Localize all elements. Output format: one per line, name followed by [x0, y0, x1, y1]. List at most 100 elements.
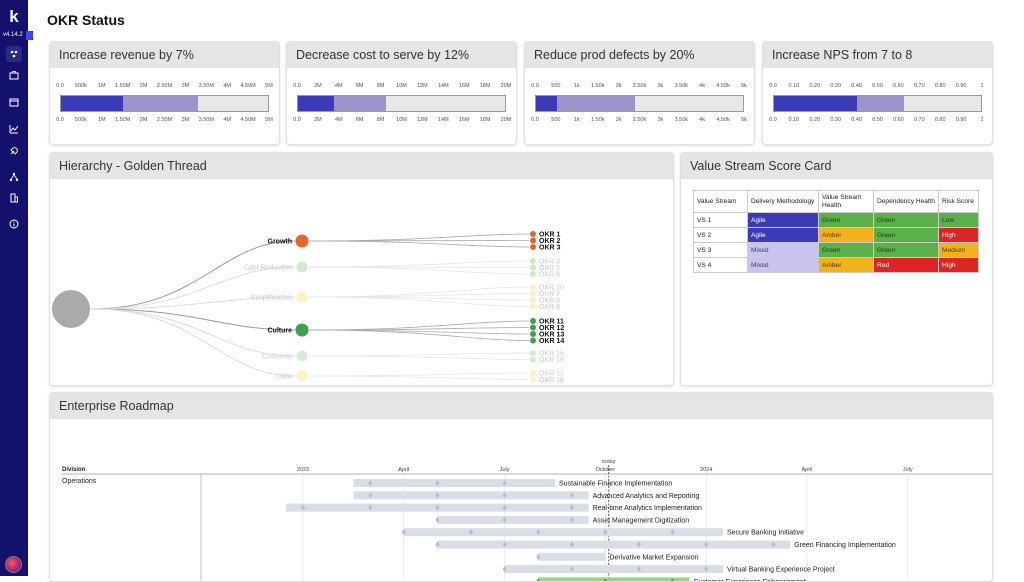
- branch-node[interactable]: [296, 291, 308, 303]
- okr-axis-tick: 2.50M: [156, 83, 173, 89]
- milestone-diamond[interactable]: [502, 504, 507, 511]
- user-avatar[interactable]: [5, 556, 22, 573]
- okr-node[interactable]: [530, 376, 536, 383]
- milestone-diamond[interactable]: [704, 566, 709, 573]
- root-node[interactable]: [52, 290, 90, 328]
- branch-node[interactable]: [296, 370, 308, 382]
- branch-node[interactable]: [295, 234, 309, 248]
- okr-node[interactable]: [530, 303, 536, 310]
- milestone-diamond[interactable]: [435, 516, 440, 523]
- building-icon[interactable]: [6, 190, 22, 206]
- okr-node-label: OKR 3: [539, 245, 561, 252]
- branch-node[interactable]: [296, 350, 308, 362]
- scorecard-title: Value Stream Score Card: [681, 153, 992, 179]
- okr-node[interactable]: [530, 290, 536, 297]
- okr-axis-tick: 8M: [376, 83, 385, 89]
- okr-node[interactable]: [530, 337, 536, 344]
- roadmap-bar[interactable]: [353, 491, 589, 500]
- okr-axis-tick: 16M: [458, 83, 470, 89]
- chart-icon[interactable]: [6, 121, 22, 137]
- milestone-diamond[interactable]: [569, 516, 574, 523]
- okr-axis-tick: 5M: [265, 83, 273, 89]
- cluster-icon[interactable]: [6, 46, 22, 62]
- milestone-diamond[interactable]: [502, 541, 507, 548]
- okr-node[interactable]: [530, 284, 536, 290]
- roadmap-bar[interactable]: [437, 515, 589, 524]
- okr-node[interactable]: [530, 324, 536, 331]
- roadmap-bar[interactable]: [504, 565, 723, 574]
- milestone-diamond[interactable]: [536, 529, 541, 536]
- time-label: 2024: [700, 467, 712, 473]
- okr-axis-tick: 1.50k: [590, 117, 605, 123]
- okr-node[interactable]: [530, 237, 536, 244]
- milestone-diamond[interactable]: [771, 541, 776, 548]
- milestone-diamond[interactable]: [637, 566, 641, 573]
- milestone-diamond[interactable]: [704, 541, 709, 548]
- rocket-icon[interactable]: [6, 143, 22, 159]
- okr-node[interactable]: [530, 264, 536, 271]
- milestone-diamond[interactable]: [569, 504, 574, 511]
- okr-node[interactable]: [530, 297, 536, 303]
- roadmap-bar[interactable]: [437, 540, 791, 549]
- okr-axis-tick: 0.0: [531, 83, 539, 89]
- roadmap-bar-label: Real-time Analytics Implementation: [593, 505, 702, 512]
- okr-node[interactable]: [530, 356, 536, 363]
- milestone-diamond[interactable]: [435, 504, 440, 511]
- milestone-diamond[interactable]: [401, 529, 406, 536]
- okr-node[interactable]: [530, 258, 536, 264]
- roadmap-bar[interactable]: [353, 479, 555, 487]
- roadmap-bar-label: Secure Banking Initiative: [727, 530, 804, 537]
- okr-axis-tick: 0.90: [955, 117, 967, 123]
- roadmap-bar[interactable]: [403, 528, 723, 537]
- milestone-diamond[interactable]: [435, 480, 440, 486]
- milestone-diamond[interactable]: [569, 492, 574, 499]
- milestone-diamond[interactable]: [435, 541, 440, 548]
- branch-node[interactable]: [296, 261, 308, 273]
- scorecard-row[interactable]: VS 3 Mixed Green Green Medium: [693, 242, 979, 258]
- okr-node[interactable]: [530, 331, 536, 337]
- scorecard-row[interactable]: VS 4 Mixed Amber Red High: [693, 257, 979, 273]
- okr-card[interactable]: Increase revenue by 7% 0.0 500k 1M 1.50M 2M 2.…: [49, 41, 280, 145]
- milestone-diamond[interactable]: [502, 516, 507, 523]
- okr-node[interactable]: [530, 318, 536, 324]
- info-icon[interactable]: [6, 216, 22, 232]
- calendar-icon[interactable]: [6, 94, 22, 110]
- okr-node[interactable]: [530, 370, 536, 376]
- roadmap-bar[interactable]: [538, 552, 606, 561]
- milestone-diamond[interactable]: [469, 529, 473, 536]
- milestone-diamond[interactable]: [603, 529, 608, 536]
- briefcase-icon[interactable]: [6, 67, 22, 83]
- milestone-diamond[interactable]: [637, 541, 641, 548]
- okr-progress-target: [123, 96, 198, 111]
- milestone-diamond[interactable]: [502, 566, 507, 573]
- okr-axis-tick: 1.50k: [590, 83, 605, 89]
- milestone-diamond[interactable]: [502, 492, 507, 499]
- milestone-diamond[interactable]: [670, 529, 675, 536]
- milestone-diamond[interactable]: [435, 492, 440, 499]
- hierarchy-icon[interactable]: [6, 169, 22, 185]
- okr-axis-tick: 0.30: [830, 117, 842, 123]
- scorecard-status-cell: Agile: [747, 227, 819, 243]
- milestone-diamond[interactable]: [569, 541, 574, 548]
- okr-card-title: Decrease cost to serve by 12%: [287, 42, 516, 68]
- okr-node[interactable]: [530, 350, 536, 356]
- okr-card[interactable]: Decrease cost to serve by 12% 0.0 2M 4M 6M 8M…: [286, 41, 517, 145]
- milestone-diamond[interactable]: [569, 566, 574, 573]
- branch-node[interactable]: [295, 323, 309, 337]
- milestone-diamond[interactable]: [536, 553, 541, 560]
- milestone-diamond[interactable]: [368, 480, 373, 486]
- okr-node[interactable]: [530, 271, 536, 277]
- roadmap-bar[interactable]: [538, 577, 690, 582]
- okr-card[interactable]: Increase NPS from 7 to 8 0.0 0.10 0.20 0.30 0…: [762, 41, 993, 145]
- scorecard-row[interactable]: VS 1 Agile Green Green Low: [693, 212, 979, 228]
- okr-node-label: OKR 8: [539, 298, 560, 305]
- scorecard-row[interactable]: VS 2 Agile Amber Green High: [693, 227, 979, 243]
- okr-node[interactable]: [530, 244, 536, 250]
- milestone-diamond[interactable]: [368, 504, 373, 511]
- okr-card[interactable]: Reduce prod defects by 20% 0.0 500 1k 1.50k 2…: [524, 41, 755, 145]
- milestone-diamond[interactable]: [502, 480, 507, 486]
- milestone-diamond[interactable]: [368, 492, 373, 499]
- okr-node[interactable]: [530, 231, 536, 237]
- milestone-diamond[interactable]: [301, 504, 305, 511]
- app-logo[interactable]: k: [9, 7, 19, 26]
